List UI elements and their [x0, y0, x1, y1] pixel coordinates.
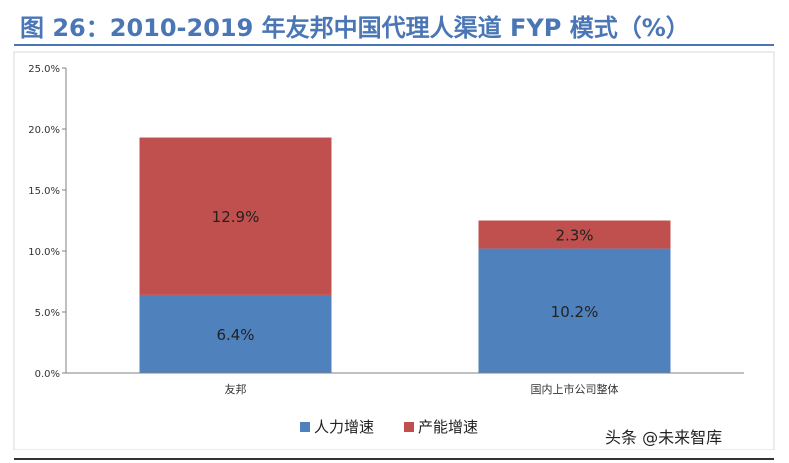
y-tick-label: 20.0%	[28, 125, 60, 136]
chart-frame: 0.0% 5.0% 10.0% 15.0% 20.0% 25.0% 6.4% 12.9% 10…	[0, 50, 789, 451]
title-divider	[14, 44, 774, 46]
legend-label: 人力增速	[314, 418, 374, 436]
legend-label: 产能增速	[418, 418, 478, 436]
bar-segment	[139, 294, 332, 373]
watermark-text: 头条 @未来智库	[605, 428, 723, 447]
data-label: 2.3%	[555, 227, 593, 245]
figure-header: 图 26：2010-2019 年友邦中国代理人渠道 FYP 模式（%）	[0, 0, 789, 46]
y-axis: 0.0% 5.0% 10.0% 15.0% 20.0% 25.0%	[28, 64, 67, 380]
stacked-bar-chart: 0.0% 5.0% 10.0% 15.0% 20.0% 25.0% 6.4% 12.9% 10…	[13, 51, 775, 451]
legend-swatch	[300, 422, 310, 432]
data-label: 6.4%	[216, 326, 254, 344]
y-tick-label: 10.0%	[28, 247, 60, 258]
bottom-divider	[14, 458, 774, 460]
data-label: 10.2%	[551, 303, 599, 321]
bar-segment	[478, 220, 671, 249]
bar-segment	[478, 248, 671, 373]
figure-title: 图 26：2010-2019 年友邦中国代理人渠道 FYP 模式（%）	[20, 14, 690, 42]
y-tick-label: 15.0%	[28, 186, 60, 197]
legend: 人力增速 产能增速	[300, 418, 478, 436]
data-label: 12.9%	[212, 208, 260, 226]
bar-segment	[139, 137, 332, 295]
y-tick-label: 5.0%	[35, 308, 60, 319]
y-tick-label: 25.0%	[28, 64, 60, 75]
bars: 6.4% 12.9% 10.2% 2.3%	[139, 137, 671, 373]
x-category-label: 友邦	[225, 382, 247, 396]
y-tick-label: 0.0%	[35, 369, 60, 380]
legend-swatch	[404, 422, 414, 432]
x-axis: 友邦 国内上市公司整体	[66, 372, 744, 396]
x-category-label: 国内上市公司整体	[531, 382, 619, 396]
